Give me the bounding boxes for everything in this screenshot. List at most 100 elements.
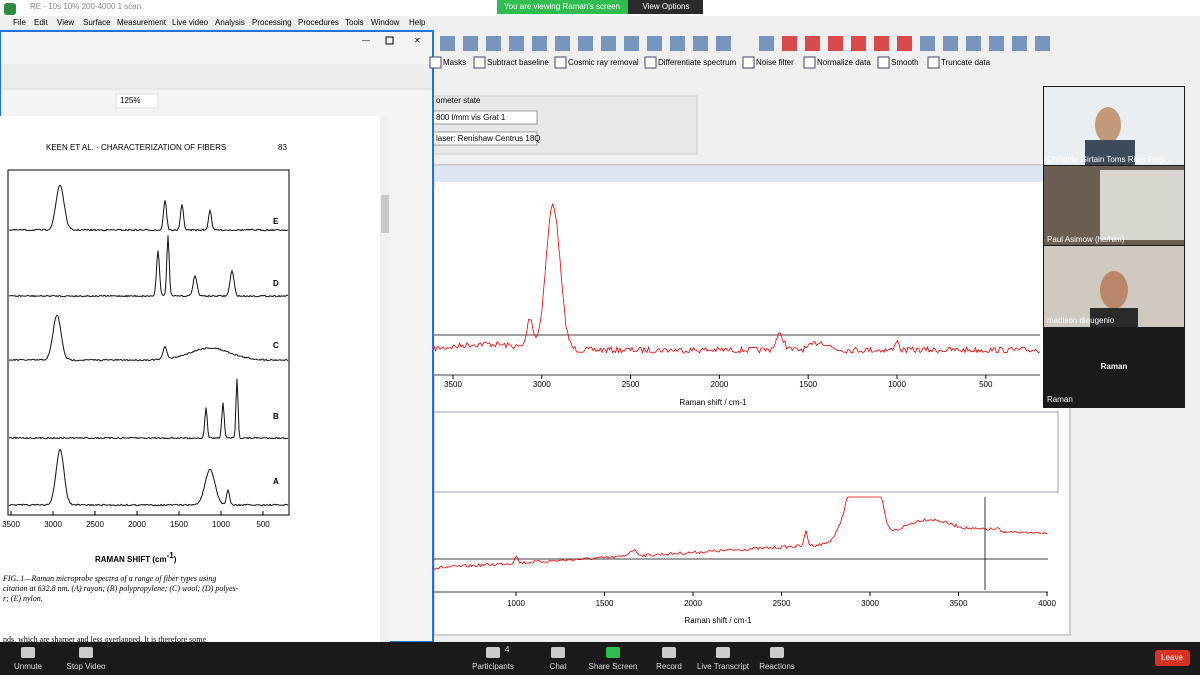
trace-label: E	[273, 217, 279, 226]
tool-icon[interactable]	[555, 36, 570, 51]
tool-icon[interactable]	[716, 36, 731, 51]
tool-icon[interactable]	[877, 56, 890, 69]
body-text: nds, which are sharper and less overlapp…	[3, 635, 206, 644]
grating[interactable]: 800 l/mm vis Grat 1	[436, 113, 506, 122]
participant-name: madison dieugenio	[1047, 316, 1115, 325]
menu-item[interactable]: Live video	[172, 18, 209, 27]
x-tick-label: 500	[979, 380, 993, 389]
control-label[interactable]: Chat	[550, 662, 568, 671]
spectrum-1-line	[433, 203, 1041, 354]
control-icon[interactable]	[606, 647, 620, 658]
tool-button[interactable]: Noise filter	[756, 58, 794, 67]
tool-icon[interactable]	[966, 36, 981, 51]
leave-button[interactable]	[1155, 650, 1190, 666]
tool-button[interactable]: Differentiate spectrum	[658, 58, 736, 67]
tool-icon[interactable]	[693, 36, 708, 51]
spectrum-1-plot	[434, 186, 1040, 376]
minimize[interactable]: —	[362, 36, 370, 45]
control-icon[interactable]	[551, 647, 565, 658]
tool-button[interactable]: Subtract baseline	[487, 58, 549, 67]
figure-traces: E D C B A	[8, 184, 289, 507]
menu-item[interactable]: Analysis	[215, 18, 245, 27]
control-icon[interactable]	[770, 647, 784, 658]
tool-icon[interactable]	[473, 56, 486, 69]
tool-icon[interactable]	[1012, 36, 1027, 51]
control-label[interactable]: Record	[656, 662, 682, 671]
tool-icon[interactable]	[989, 36, 1004, 51]
close[interactable]: ✕	[414, 36, 421, 45]
menu-item[interactable]: Surface	[83, 18, 111, 27]
tool-button[interactable]: Cosmic ray removal	[568, 58, 639, 67]
tool-icon[interactable]	[742, 56, 755, 69]
tool-icon[interactable]	[532, 36, 547, 51]
tool-icon[interactable]	[601, 36, 616, 51]
trace-label: B	[273, 412, 279, 421]
menu-item[interactable]: View	[57, 18, 74, 27]
menu-item[interactable]: Procedures	[298, 18, 339, 27]
tool-button[interactable]: Smooth	[891, 58, 919, 67]
figure-tick-label: 1500	[170, 520, 188, 529]
control-label[interactable]: Unmute	[14, 662, 43, 671]
tool-icon[interactable]	[803, 56, 816, 69]
tool-icon[interactable]	[782, 36, 797, 51]
tool-icon[interactable]	[927, 56, 940, 69]
tool-icon[interactable]	[670, 36, 685, 51]
zoom-box[interactable]	[115, 93, 159, 109]
control-icon[interactable]	[662, 647, 676, 658]
tool-icon[interactable]	[440, 36, 455, 51]
app-icon	[4, 3, 16, 15]
scrollbar[interactable]	[380, 116, 390, 642]
view-options[interactable]	[628, 0, 703, 14]
x-tick-label: 2500	[773, 599, 791, 608]
tool-icon[interactable]	[647, 36, 662, 51]
scroll-thumb[interactable]	[381, 195, 389, 233]
tool-icon[interactable]	[644, 56, 657, 69]
laser[interactable]: laser: Renishaw Centrus 18Q	[436, 134, 541, 143]
menu-item[interactable]: Help	[409, 18, 426, 27]
tool-icon[interactable]	[1035, 36, 1050, 51]
control-label[interactable]: Live Transcript	[697, 662, 750, 671]
maximize[interactable]	[385, 36, 394, 45]
view-options-text[interactable]: View Options	[643, 2, 690, 11]
tool-icon[interactable]	[554, 56, 567, 69]
tool-icon[interactable]	[897, 36, 912, 51]
tool-button[interactable]: Normalize data	[817, 58, 871, 67]
meeting-bar	[0, 642, 1200, 675]
control-label[interactable]: Participants	[472, 662, 514, 671]
x-tick-label: 1000	[507, 599, 525, 608]
tool-icon[interactable]	[463, 36, 478, 51]
control-icon[interactable]	[79, 647, 93, 658]
tool-icon[interactable]	[828, 36, 843, 51]
tool-icon[interactable]	[429, 56, 442, 69]
figure-trace	[8, 235, 288, 298]
control-icon[interactable]	[486, 647, 500, 658]
control-label[interactable]: Share Screen	[589, 662, 638, 671]
menu-item[interactable]: Measurement	[117, 18, 167, 27]
tool-icon[interactable]	[874, 36, 889, 51]
page-number: 83	[278, 143, 287, 152]
menu-item[interactable]: Edit	[34, 18, 49, 27]
participant-label: Raman	[1047, 395, 1073, 404]
menu-item[interactable]: Tools	[345, 18, 364, 27]
control-label[interactable]: Reactions	[759, 662, 795, 671]
tool-icon[interactable]	[624, 36, 639, 51]
tool-button[interactable]: Truncate data	[941, 58, 991, 67]
control-icon[interactable]	[716, 647, 730, 658]
tool-icon[interactable]	[509, 36, 524, 51]
tool-icon[interactable]	[805, 36, 820, 51]
zoom[interactable]: 125%	[120, 96, 140, 105]
menu-item[interactable]: Processing	[252, 18, 292, 27]
tool-icon[interactable]	[759, 36, 774, 51]
tool-button[interactable]: Masks	[443, 58, 466, 67]
menu-item[interactable]: Window	[371, 18, 400, 27]
trace-label: C	[273, 341, 279, 350]
tool-icon[interactable]	[486, 36, 501, 51]
tool-icon[interactable]	[920, 36, 935, 51]
tool-icon[interactable]	[943, 36, 958, 51]
control-icon[interactable]	[21, 647, 35, 658]
menu-item[interactable]: File	[13, 18, 26, 27]
control-label[interactable]: Stop Video	[67, 662, 107, 671]
leave[interactable]: Leave	[1161, 653, 1183, 662]
tool-icon[interactable]	[851, 36, 866, 51]
tool-icon[interactable]	[578, 36, 593, 51]
